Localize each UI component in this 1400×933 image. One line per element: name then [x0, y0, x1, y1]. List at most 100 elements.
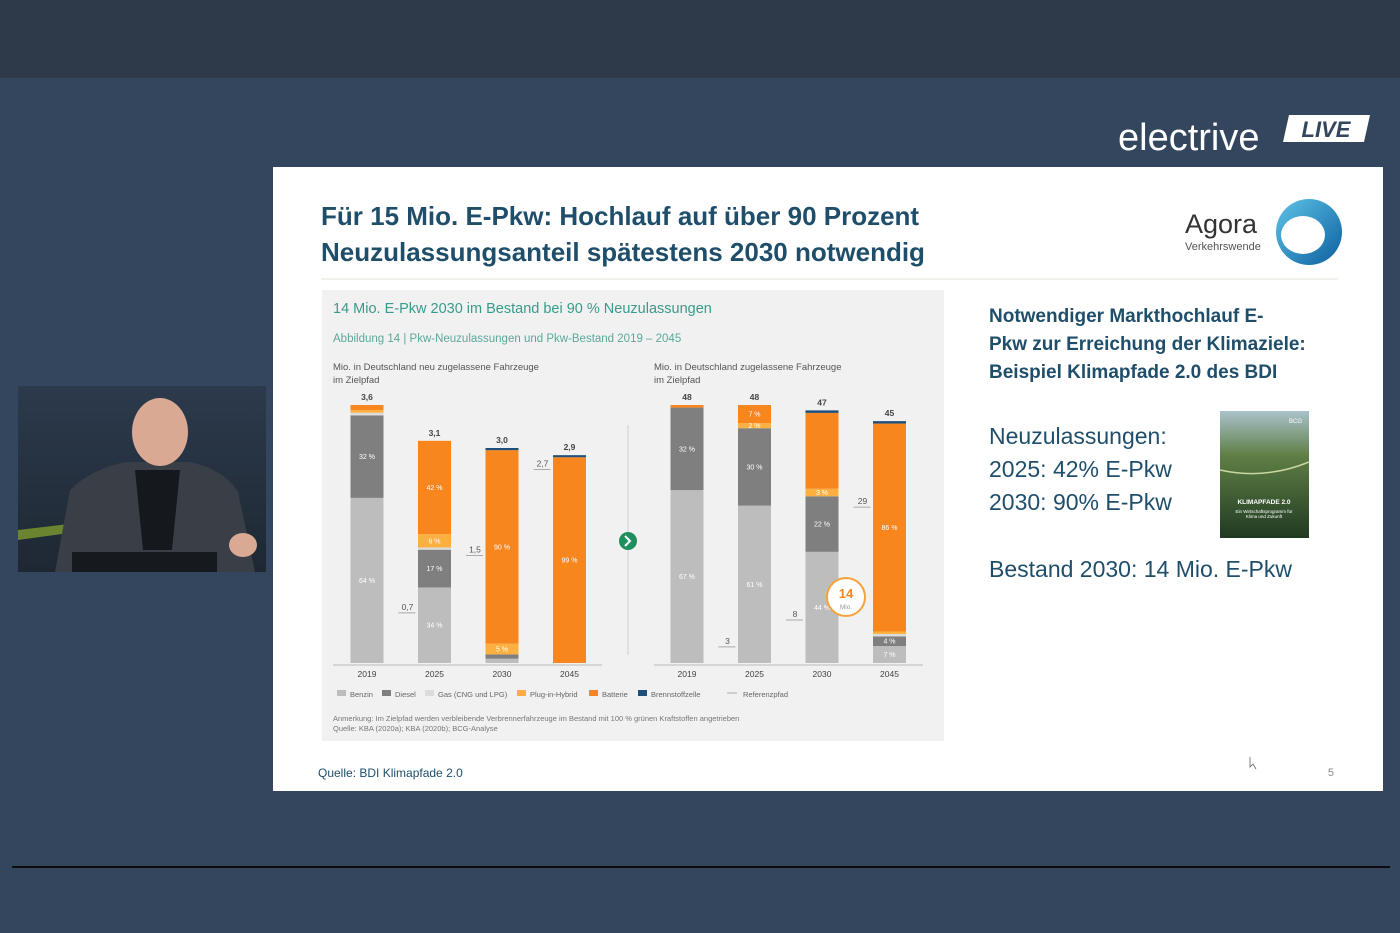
segment-label: 7 % [883, 652, 895, 659]
reference-label: 3 [725, 636, 730, 646]
bar-segment [873, 636, 906, 647]
badge-box [1283, 115, 1370, 142]
brand: electrive [1118, 117, 1260, 159]
segment-label: 22 % [814, 522, 830, 529]
category-label: 2030 [493, 669, 512, 679]
bar-segment [873, 646, 906, 663]
bar-segment [873, 633, 906, 637]
slide-title: Neuzulassungsanteil spätestens 2030 notw… [321, 237, 925, 267]
reference-label: 2,7 [537, 459, 549, 469]
book-subtitle: Ein Wirtschaftsprogramm für Klima und Zu… [1235, 509, 1293, 519]
slide-source: Quelle: BDI Klimapfade 2.0 [318, 766, 463, 780]
legend-swatch [425, 690, 434, 696]
bar-segment [553, 457, 586, 663]
bar-segment [485, 643, 519, 655]
segment-label: 30 % [747, 464, 763, 471]
bar-segment [485, 450, 519, 644]
legend-label: Referenzpfad [743, 690, 788, 699]
logo-subtitle: Verkehrswende [1185, 241, 1261, 253]
annotation-unit: Mio. [840, 604, 852, 611]
total-label: 3,0 [496, 435, 508, 445]
arrow-icon [619, 532, 637, 550]
legend-swatch [589, 690, 598, 696]
segment-label: 2 % [748, 423, 760, 430]
segment-label: 86 % [882, 525, 898, 532]
legend-swatch [517, 690, 526, 696]
total-label: 2,9 [564, 442, 576, 452]
legend-label: Gas (CNG und LPG) [438, 690, 508, 699]
bar-segment [350, 497, 384, 663]
bar-segment [485, 654, 519, 659]
chart-subtitle: Mio. in Deutschland neu zugelassene Fahr… [333, 362, 539, 373]
figure-panel [322, 290, 944, 741]
segment-label: 3 % [816, 490, 828, 497]
total-label: 3,6 [361, 392, 373, 402]
bar-segment [873, 423, 906, 632]
bar-segment [738, 423, 771, 429]
segment-label: 4 % [883, 639, 895, 646]
bar-segment [418, 440, 451, 535]
legend-label: Brennstoffzelle [651, 690, 700, 699]
segment-label: 32 % [359, 454, 375, 461]
bar-segment [418, 549, 451, 588]
cursor [1249, 757, 1257, 770]
segment-label: 32 % [679, 446, 695, 453]
badge: LIVE [1302, 117, 1352, 142]
bar-segment [485, 448, 519, 451]
legend-label: Plug-in-Hybrid [530, 690, 578, 699]
legend-label: Batterie [602, 690, 628, 699]
total-label: 47 [817, 397, 827, 407]
segment-label: 44 % [814, 605, 830, 612]
bar-segment [670, 490, 704, 663]
figure-note: Anmerkung: Im Zielpfad werden verbleiben… [333, 714, 739, 723]
side-fact: 2025: 42% E-Pkw [989, 456, 1172, 482]
logo-name: Agora [1185, 209, 1258, 239]
legend-swatch [638, 690, 647, 696]
top-band [0, 0, 1400, 78]
reference-label: 1,5 [469, 545, 481, 555]
figure-title: 14 Mio. E-Pkw 2030 im Bestand bei 90 % N… [333, 301, 712, 317]
side-heading: Pkw zur Erreichung der Klimaziele: [989, 334, 1306, 355]
bar-segment [418, 534, 451, 548]
category-label: 2025 [425, 669, 444, 679]
bar-segment [805, 412, 839, 489]
segment-label: 61 % [747, 582, 763, 589]
bar-segment [670, 407, 704, 491]
legend-swatch [337, 690, 346, 696]
category-label: 2019 [678, 669, 697, 679]
total-label: 48 [750, 392, 760, 402]
segment-label: 67 % [679, 574, 695, 581]
chart-subtitle: im Zielpfad [333, 375, 379, 386]
figure-caption: Abbildung 14 | Pkw-Neuzulassungen und Pk… [333, 333, 681, 345]
total-label: 48 [682, 392, 692, 402]
reference-label: 29 [858, 496, 868, 506]
reference-label: 8 [793, 609, 798, 619]
bar-segment [805, 488, 839, 497]
side-heading: Beispiel Klimapfade 2.0 des BDI [989, 362, 1277, 383]
side-fact: Neuzulassungen: [989, 423, 1167, 449]
total-label: 3,1 [429, 428, 441, 438]
annotation-badge [826, 577, 866, 617]
side-fact: 2030: 90% E-Pkw [989, 489, 1172, 515]
book-subtitle-box: Ein Wirtschaftsprogramm für Klima und Zu… [1235, 509, 1293, 519]
legend-swatch [382, 690, 391, 696]
logo-mark [1276, 199, 1342, 265]
segment-label: 64 % [359, 578, 375, 585]
legend-label: Diesel [395, 690, 416, 699]
legend-label: Benzin [350, 690, 373, 699]
reference-label: 0,7 [402, 602, 414, 612]
bar-segment [873, 631, 906, 634]
side-heading: Notwendiger Markthochlauf E- [989, 306, 1263, 327]
bar-segment [418, 547, 451, 550]
annotation-value: 14 [839, 586, 854, 601]
total-label: 45 [885, 408, 895, 418]
segment-label: 99 % [562, 558, 578, 565]
side-stock: Bestand 2030: 14 Mio. E-Pkw [989, 556, 1292, 582]
segment-label: 34 % [427, 623, 443, 630]
bar-segment [738, 505, 771, 663]
bar-segment [485, 658, 519, 663]
book-cover: BCG KLIMAPFADE 2.0 Ein Wirtschaftsprogra… [1219, 411, 1310, 538]
bar-segment [738, 428, 771, 506]
book-publisher: BCG [1289, 419, 1302, 425]
